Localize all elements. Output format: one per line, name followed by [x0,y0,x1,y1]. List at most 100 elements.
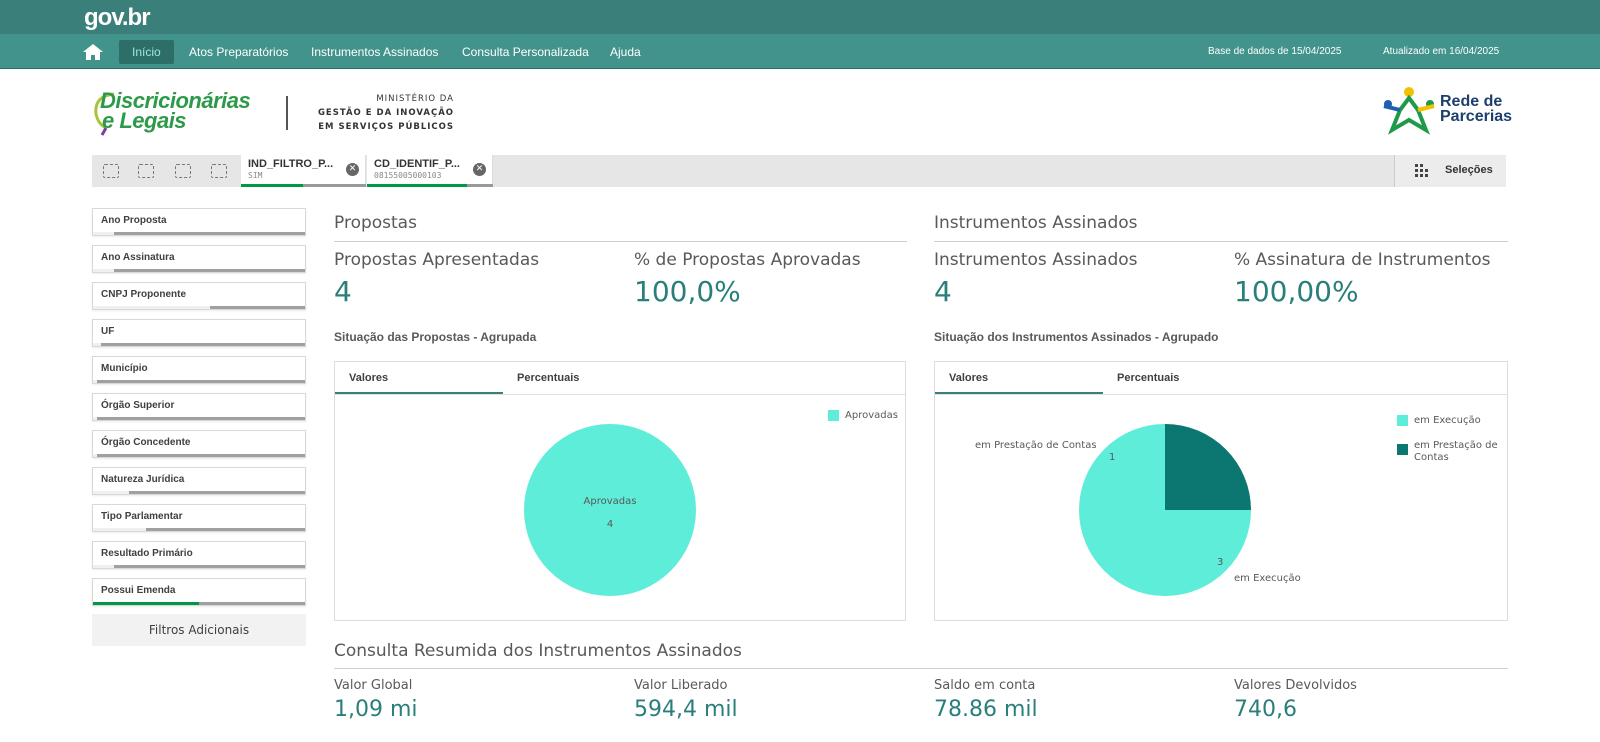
filter-state-bar [93,491,305,494]
filter-label: Possui Emenda [101,585,176,596]
pie-slice-aprovadas[interactable] [524,424,696,596]
filter-cnpj-proponente[interactable]: CNPJ Proponente [92,282,306,310]
discricionarias-logo: Discricionárias e Legais [92,90,268,136]
ministry-logo: MINISTÉRIO DA GESTÃO E DA INOVAÇÃO EM SE… [296,92,454,134]
filter-natureza-juridica[interactable]: Natureza Jurídica [92,467,306,495]
selections-button[interactable]: Seleções [1394,155,1506,187]
assinatura-instrumentos-value: 100,00% [1234,275,1359,308]
propostas-aprovadas-value: 100,0% [634,275,741,308]
valor-global-label: Valor Global [334,678,413,693]
valor-global-value: 1,09 mi [334,697,418,722]
filter-ano-proposta[interactable]: Ano Proposta [92,208,306,236]
disc-line2: e Legais [102,108,187,133]
valor-liberado-label: Valor Liberado [634,678,728,693]
filter-label: UF [101,326,115,337]
step-back-icon[interactable] [138,164,154,178]
step-forward-icon[interactable] [175,164,191,178]
propostas-divider [334,241,907,242]
filter-state-fill [93,454,98,457]
close-icon[interactable]: ✕ [473,163,486,176]
instrumentos-title: Instrumentos Assinados [934,213,1138,233]
legend-label-em-execucao: em Execução [1414,415,1481,426]
filter-label: Resultado Primário [101,548,193,559]
discricionarias-arc-icon [94,92,115,136]
home-icon[interactable] [82,43,104,61]
selections-bar: IND_FILTRO_P... SIM ✕ CD_IDENTIF_P... 08… [92,155,1506,187]
filter-possui-emenda[interactable]: Possui Emenda [92,578,306,606]
tab-divider [335,394,905,395]
chip-name: CD_IDENTIF_P... [374,158,460,170]
valor-liberado-value: 594,4 mil [634,697,738,722]
propostas-title: Propostas [334,213,417,233]
pie-value-aprovadas: 4 [607,519,613,530]
legend-label-prestacao-contas: em Prestação de Contas [1414,440,1498,463]
nav-inicio[interactable]: Início [119,40,174,64]
tab-valores[interactable]: Valores [935,362,1103,394]
filter-label: Órgão Superior [101,400,175,411]
tab-percentuais[interactable]: Percentuais [1117,372,1180,384]
chip-value: 08155005000103 [374,171,442,180]
instrumentos-assinados-value: 4 [934,275,952,308]
rede-line2: Parcerias [1440,108,1513,125]
pie-label-aprovadas: Aprovadas [584,496,637,507]
tab-divider [935,394,1507,395]
filter-label: Natureza Jurídica [101,474,185,485]
filter-uf[interactable]: UF [92,319,306,347]
legend-swatch-prestacao-contas [1397,444,1408,455]
legend-swatch-em-execucao [1397,415,1408,426]
legend-label-aprovadas: Aprovadas [845,410,898,421]
clear-selections-icon[interactable] [211,164,227,178]
ministry-line3: EM SERVIÇOS PÚBLICOS [318,122,454,132]
nav-ajuda[interactable]: Ajuda [610,45,641,59]
resumo-title: Consulta Resumida dos Instrumentos Assin… [334,641,742,661]
filter-state-fill [93,417,98,420]
pie-slice-em-prestacao-de-contas[interactable] [1165,424,1251,510]
filter-orgao-superior[interactable]: Órgão Superior [92,393,306,421]
filter-state-fill [93,528,146,531]
filter-label: CNPJ Proponente [101,289,187,300]
selection-chip-cd-identif[interactable]: CD_IDENTIF_P... 08155005000103 ✕ [367,155,493,187]
pie-label-em-execucao: em Execução [1234,573,1301,584]
filter-state-bar [93,232,305,235]
filter-state-fill [93,380,98,383]
filter-state-bar [93,602,305,605]
instrumentos-divider [934,241,1508,242]
propostas-aprovadas-label: % de Propostas Aprovadas [634,250,861,270]
filter-state-fill [93,565,115,568]
filter-label: Órgão Concedente [101,437,191,448]
saldo-em-conta-label: Saldo em conta [934,678,1036,693]
filter-resultado-primario[interactable]: Resultado Primário [92,541,306,569]
filter-municipio[interactable]: Município [92,356,306,384]
propostas-apresentadas-value: 4 [334,275,352,308]
filter-state-bar [93,454,305,457]
filter-ano-assinatura[interactable]: Ano Assinatura [92,245,306,273]
pie-value-prestacao-contas: 1 [1109,452,1115,463]
instrumentos-chart-box: Valores Percentuais em Execução em Prest… [934,361,1508,621]
selections-grid-icon [1415,164,1428,177]
filtros-adicionais-button[interactable]: Filtros Adicionais [92,614,306,646]
filter-state-bar [93,380,305,383]
tab-percentuais[interactable]: Percentuais [517,372,580,384]
rede-line1: Rede de [1440,93,1503,110]
filter-state-fill [93,602,199,605]
rede-star-icon [1383,87,1435,135]
propostas-pie-chart: Aprovadas 4 [524,424,696,596]
filter-state-fill [93,491,130,494]
filter-orgao-concedente[interactable]: Órgão Concedente [92,430,306,458]
selection-chip-ind-filtro[interactable]: IND_FILTRO_P... SIM ✕ [241,155,366,187]
filter-tipo-parlamentar[interactable]: Tipo Parlamentar [92,504,306,532]
tab-valores[interactable]: Valores [335,362,503,394]
nav-instrumentos-assinados[interactable]: Instrumentos Assinados [311,45,439,59]
ministry-line2: GESTÃO E DA INOVAÇÃO [317,108,454,118]
smart-search-icon[interactable] [103,164,119,178]
nav-atos-preparatorios[interactable]: Atos Preparatórios [189,45,289,59]
chip-value: SIM [248,171,263,180]
base-dados-date: Base de dados de 15/04/2025 [1208,46,1342,57]
nav-consulta-personalizada[interactable]: Consulta Personalizada [462,45,589,59]
filter-label: Ano Assinatura [101,252,175,263]
close-icon[interactable]: ✕ [346,163,359,176]
saldo-em-conta-value: 78.86 mil [934,697,1038,722]
govbr-topbar: gov.br [0,0,1600,34]
chip-name: IND_FILTRO_P... [248,158,334,170]
govbr-logo[interactable]: gov.br [84,4,151,31]
